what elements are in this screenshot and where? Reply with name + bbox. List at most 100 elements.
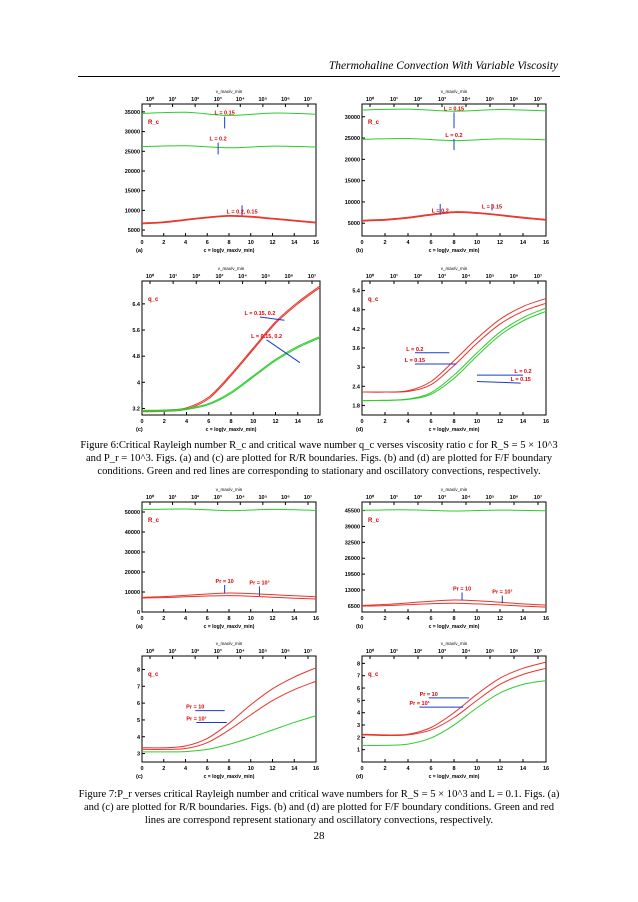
panel-label: (b) xyxy=(356,624,363,630)
x-tick-label: 8 xyxy=(229,419,232,425)
annotation-label: L = 0.15 xyxy=(215,111,235,117)
annotation-label: L = 0.2, 0.15 xyxy=(227,210,258,216)
x-tick-label: 2 xyxy=(162,766,165,772)
green-series-line-2 xyxy=(361,680,547,746)
figure6-caption: Figure 6:Critical Rayleigh number R_c an… xyxy=(78,439,560,478)
top-tick-label: 10⁵ xyxy=(486,97,495,103)
figure6-panel-b: 0 2 4 6 8 10 12 14 16 5000 10000 15000 20000 25000 300… xyxy=(345,89,549,254)
annotation-label: L = 0.2 xyxy=(432,209,449,215)
x-tick-label: 2 xyxy=(163,419,166,425)
x-tick-label: 14 xyxy=(295,419,302,425)
y-tick-label: 7 xyxy=(357,674,360,680)
y-tick-label: 15000 xyxy=(345,179,360,185)
y-tick-label: 4 xyxy=(137,380,141,386)
top-tick-label: 10¹ xyxy=(169,273,177,280)
top-tick-label: 10² xyxy=(191,648,199,655)
x-tick-label: 4 xyxy=(185,419,189,425)
plot-frame xyxy=(361,655,547,763)
x-tick-label: 6 xyxy=(429,240,432,246)
figure7-panel-a: 0 2 4 6 8 10 12 14 16 0 10000 20000 30000 40000 50000 1… xyxy=(125,487,319,630)
top-tick-label: 10⁵ xyxy=(486,495,495,501)
x-tick-label: 6 xyxy=(429,766,432,772)
y-tick-label: 1 xyxy=(357,748,360,754)
red-series-line-3 xyxy=(141,215,317,225)
x-tick-label: 12 xyxy=(272,419,278,425)
y-tick-label: 2.4 xyxy=(352,384,361,390)
y-tick-label: 6.4 xyxy=(132,302,141,308)
annotation-label: Pr = 10 xyxy=(453,586,471,592)
x-tick-label: 0 xyxy=(140,766,143,772)
top-tick-label: 10⁷ xyxy=(304,649,313,655)
y-tick-label: 15000 xyxy=(125,189,140,195)
top-tick-label: 10⁴ xyxy=(236,495,245,501)
x-tick-label: 4 xyxy=(184,616,188,622)
top-tick-label: 10⁶ xyxy=(281,649,290,655)
x-tick-label: 6 xyxy=(206,616,209,622)
x-tick-label: 2 xyxy=(383,419,386,425)
x-tick-label: 10 xyxy=(248,766,254,772)
top-tick-label: 10⁴ xyxy=(236,649,245,655)
top-tick-label: 10¹ xyxy=(169,648,177,655)
figure7-panel-b: 0 2 4 6 8 10 12 14 16 6500 13000 19500 26000 32500 390… xyxy=(345,487,549,630)
x-tick-label: 4 xyxy=(406,240,410,246)
x-tick-label: 6 xyxy=(206,240,209,246)
red-series-line-2 xyxy=(361,602,547,608)
figure7-caption: Figure 7:P_r verses critical Rayleigh nu… xyxy=(78,788,560,827)
y-tick-label: 50000 xyxy=(125,510,140,516)
top-tick-label: 10⁵ xyxy=(261,274,270,280)
x-tick-label: 16 xyxy=(313,240,319,246)
top-axis-label: ν_max/ν_min xyxy=(441,89,468,94)
top-tick-label: 10³ xyxy=(438,273,446,280)
x-tick-label: 4 xyxy=(184,240,188,246)
red-series-line-1 xyxy=(141,592,317,598)
top-tick-label: 10¹ xyxy=(390,273,398,280)
x-tick-label: 0 xyxy=(360,766,363,772)
top-tick-label: 10² xyxy=(192,273,200,280)
top-tick-label: 10⁵ xyxy=(486,274,495,280)
x-tick-label: 12 xyxy=(497,419,503,425)
red-series-line-2 xyxy=(361,211,547,221)
x-tick-label: 2 xyxy=(383,240,386,246)
running-header: Thermohaline Convection With Variable Vi… xyxy=(328,60,558,72)
top-axis-label: ν_max/ν_min xyxy=(441,487,468,492)
red-series-line-0 xyxy=(361,661,547,736)
x-tick-label: 8 xyxy=(227,240,230,246)
x-tick-label: 2 xyxy=(383,766,386,772)
plot-frame xyxy=(361,280,547,416)
x-tick-label: 8 xyxy=(452,766,455,772)
y-tick-label: 30000 xyxy=(125,130,140,136)
red-series-line-2 xyxy=(141,214,317,224)
x-tick-label: 16 xyxy=(317,419,323,425)
top-tick-label: 10⁶ xyxy=(510,274,519,280)
annotation-label: Pr = 10³ xyxy=(249,579,269,586)
y-tick-label: 7 xyxy=(137,684,140,690)
annotation-label: L = 0.15, 0.2 xyxy=(251,334,282,340)
x-tick-label: 16 xyxy=(543,616,549,622)
x-axis-label: c = log(ν_max/ν_min) xyxy=(429,427,480,433)
top-tick-label: 10¹ xyxy=(390,96,398,103)
panel-label: (b) xyxy=(356,248,363,254)
x-tick-label: 8 xyxy=(227,766,230,772)
figure7-panel-c: 0 2 4 6 8 10 12 14 16 3 4 5 6 7 8 10⁰ 10¹ 10² 10³ 10⁴ 10⁵ 10⁶… xyxy=(136,641,319,780)
plot-frame xyxy=(361,501,547,613)
top-axis-label: ν_max/ν_min xyxy=(216,641,243,646)
x-tick-label: 12 xyxy=(497,766,503,772)
top-tick-label: 10² xyxy=(414,96,422,103)
x-tick-label: 12 xyxy=(269,616,275,622)
top-tick-label: 10⁰ xyxy=(366,96,375,103)
x-tick-label: 0 xyxy=(360,419,363,425)
annotation-label: Pr = 10 xyxy=(216,579,234,585)
x-tick-label: 6 xyxy=(429,419,432,425)
y-axis-label: q_c xyxy=(368,297,379,303)
y-tick-label: 3 xyxy=(357,365,360,371)
x-tick-label: 0 xyxy=(140,240,143,246)
y-tick-label: 19500 xyxy=(345,572,360,578)
top-tick-label: 10³ xyxy=(438,96,446,103)
x-tick-label: 0 xyxy=(360,240,363,246)
x-axis-label: c = log(ν_max/ν_min) xyxy=(429,248,480,254)
top-tick-label: 10¹ xyxy=(390,494,398,501)
plot-frame xyxy=(141,280,321,416)
figure6-panel-a: 0 2 4 6 8 10 12 14 16 5000 10000 15000 20000 25000 300… xyxy=(125,89,319,254)
top-axis-label: ν_max/ν_min xyxy=(441,641,468,646)
